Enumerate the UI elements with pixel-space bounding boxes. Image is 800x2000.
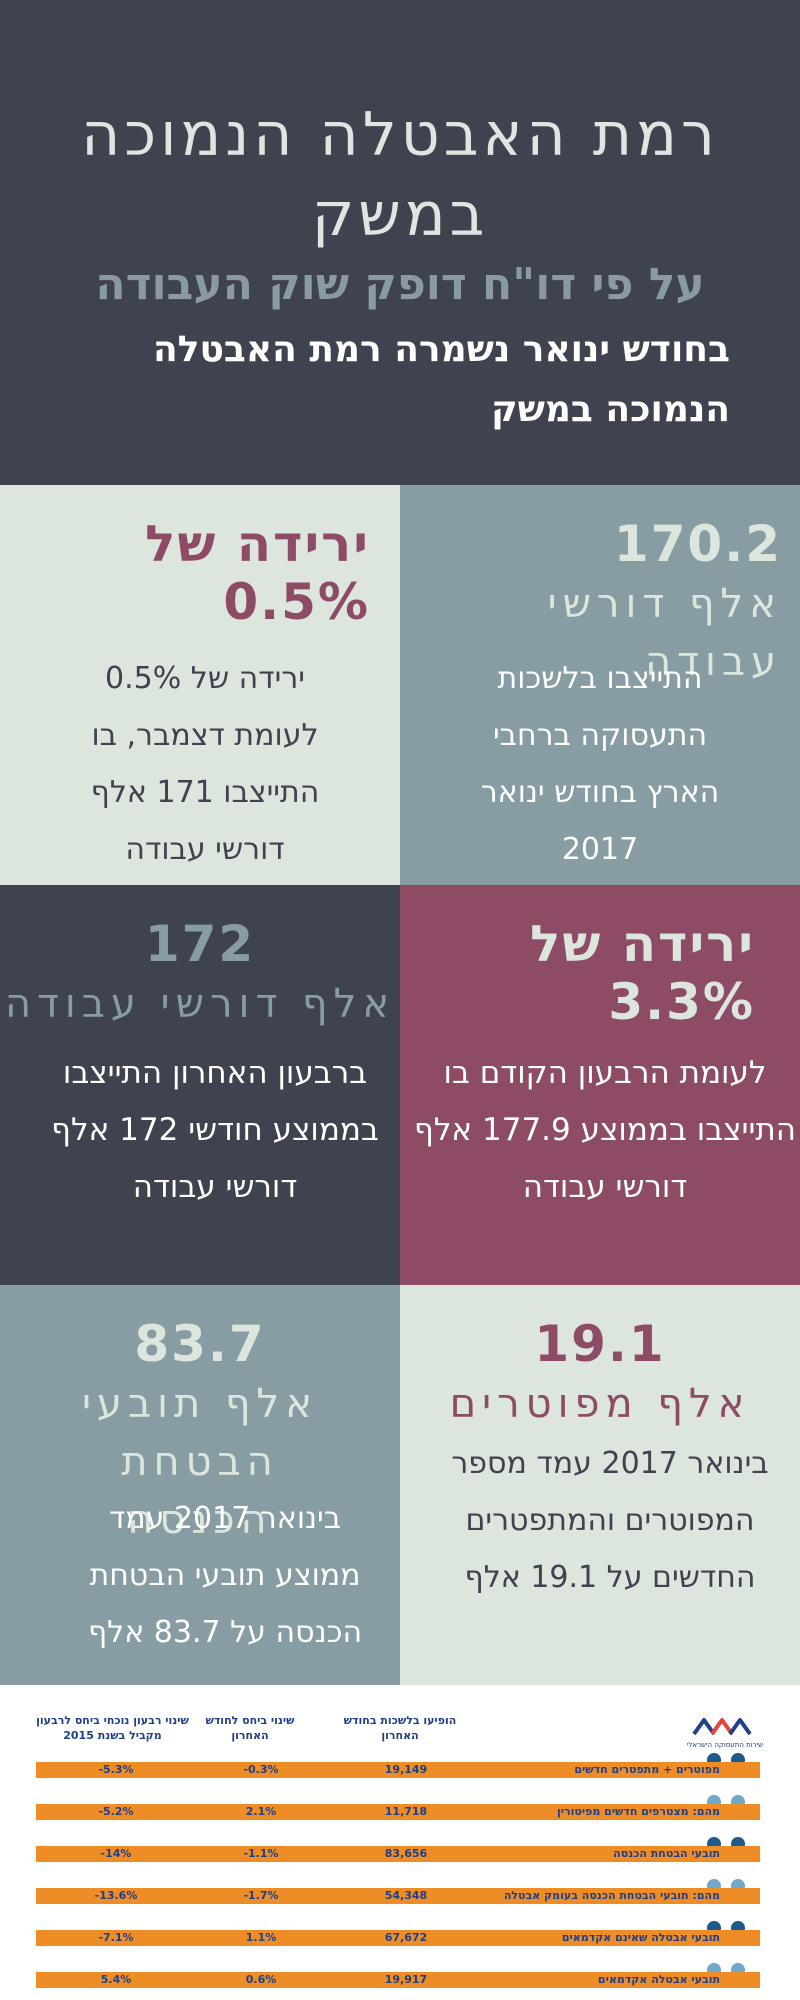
row-monthly-change: 0.6% <box>245 1973 277 1986</box>
row-monthly-change: 2.1% <box>245 1805 277 1818</box>
stat-description: בינואר 2017 עמד מספר המפוטרים והמתפטרים … <box>451 1446 769 1595</box>
stat-value: ירידה של 3.3% <box>530 915 755 1031</box>
column-header-count: הופיעו בלשכות בחודש האחרון <box>343 1714 457 1742</box>
row-count: 19,917 <box>384 1973 428 1986</box>
column-header-quarterly: שינוי רבעון נוכחי ביחס לרבעון מקביל בשנת… <box>36 1714 189 1742</box>
stat-value: 83.7 <box>134 1315 266 1373</box>
row-label: מהם: תובעי הבטחת הכנסה בעומק אבטלה <box>503 1889 720 1902</box>
row-quarterly-change: 5.4% <box>100 1973 132 1986</box>
header-banner: רמת האבטלה הנמוכה במשק על פי דו"ח דופק ש… <box>0 0 800 485</box>
row-label: תובעי אבטלה אקדמאים <box>597 1973 720 1986</box>
stat-value: 19.1 <box>534 1315 666 1373</box>
row-quarterly-change: -5.3% <box>98 1763 134 1776</box>
stat-value: 172 <box>144 915 256 973</box>
column-header-monthly: שינוי ביחס לחודש האחרון <box>205 1714 295 1742</box>
row-count: 11,718 <box>384 1805 428 1818</box>
stat-tile-quarterly-drop: ירידה של 3.3% לעומת הרבעון הקודם בו התיי… <box>400 885 800 1285</box>
row-monthly-change: -1.1% <box>243 1847 279 1860</box>
row-label: תובעי הבטחת הכנסה <box>613 1847 720 1860</box>
row-count: 83,656 <box>384 1847 428 1860</box>
row-count: 67,672 <box>384 1931 428 1944</box>
page-subtitle: על פי דו"ח דופק שוק העבודה <box>95 259 705 310</box>
labor-market-table: שירות התעסוקה הישראלי הופיעו בלשכות בחוד… <box>0 1685 800 2000</box>
stat-tile-monthly-drop: ירידה של 0.5% ירידה של 0.5% לעומת דצמבר,… <box>0 485 400 885</box>
page-title: רמת האבטלה הנמוכה במשק <box>81 100 719 250</box>
stat-description: בינואר 2017 עמד ממוצע תובעי הבטחת הכנסה … <box>87 1501 363 1650</box>
row-label: תובעי אבטלה שאינם אקדמאים <box>561 1931 720 1944</box>
stat-description: התייצבו בלשכות התעסוקה ברחבי הארץ בחודש … <box>480 661 720 867</box>
logo-text: שירות התעסוקה הישראלי <box>686 1741 764 1749</box>
row-monthly-change: 1.1% <box>245 1931 277 1944</box>
stat-label: אלף דורשי עבודה <box>547 581 782 685</box>
table-row: מהם: תובעי הבטחת הכנסה בעומק אבטלה 54,34… <box>36 1888 760 1904</box>
stat-description: ירידה של 0.5% לעומת דצמבר, בו התייצבו 17… <box>90 661 320 867</box>
table-row: מהם: מצטרפים חדשים מפיטורין 11,718 2.1% … <box>36 1804 760 1820</box>
stat-value: 170.2 <box>613 515 782 573</box>
stat-tile-income-support: 83.7 אלף תובעי הבטחת הכנסה בינואר 2017 ע… <box>0 1285 400 1685</box>
table-row: תובעי אבטלה אקדמאים 19,917 0.6% 5.4% <box>36 1972 760 1988</box>
row-label: מפוטרים + מתפטרים חדשים <box>574 1763 720 1776</box>
table-row: תובעי הבטחת הכנסה 83,656 -1.1% -14% <box>36 1846 760 1862</box>
stat-label: אלף מפוטרים <box>449 1381 751 1427</box>
stat-label: אלף דורשי עבודה <box>4 981 396 1027</box>
row-quarterly-change: -5.2% <box>98 1805 134 1818</box>
row-quarterly-change: -7.1% <box>98 1931 134 1944</box>
stat-tile-quarter-average: 172 אלף דורשי עבודה ברבעון האחרון התייצב… <box>0 885 400 1285</box>
row-count: 54,348 <box>384 1889 428 1902</box>
row-monthly-change: -0.3% <box>243 1763 279 1776</box>
row-quarterly-change: -14% <box>100 1847 132 1860</box>
row-count: 19,149 <box>384 1763 428 1776</box>
summary-statement: בחודש ינואר נשמרה רמת האבטלה הנמוכה במשק <box>152 329 730 430</box>
table-row: מפוטרים + מתפטרים חדשים 19,149 -0.3% -5.… <box>36 1762 760 1778</box>
row-label: מהם: מצטרפים חדשים מפיטורין <box>556 1805 720 1818</box>
stat-label: אלף תובעי הבטחת הכנסה <box>81 1381 319 1543</box>
stat-tile-job-seekers: 170.2 אלף דורשי עבודה התייצבו בלשכות התע… <box>400 485 800 885</box>
stat-tile-dismissed: 19.1 אלף מפוטרים בינואר 2017 עמד מספר המ… <box>400 1285 800 1685</box>
row-quarterly-change: -13.6% <box>94 1889 138 1902</box>
stat-description: ברבעון האחרון התייצבו בממוצע חודשי 172 א… <box>51 1055 379 1205</box>
stat-description: לעומת הרבעון הקודם בו התייצבו בממוצע 177… <box>413 1055 796 1205</box>
row-monthly-change: -1.7% <box>243 1889 279 1902</box>
stat-value: ירידה של 0.5% <box>145 515 370 631</box>
employment-service-logo <box>692 1718 752 1736</box>
table-row: תובעי אבטלה שאינם אקדמאים 67,672 1.1% -7… <box>36 1930 760 1946</box>
